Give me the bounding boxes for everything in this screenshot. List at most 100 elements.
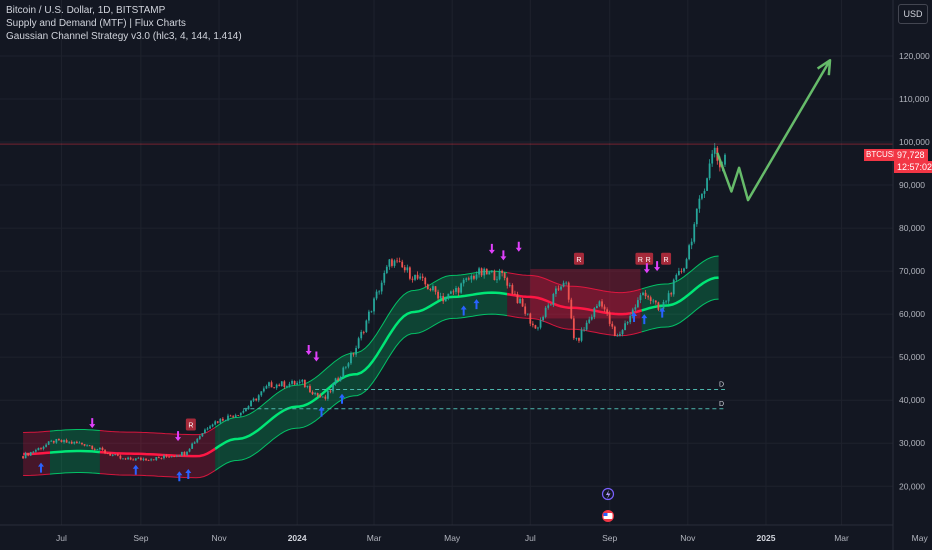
resistance-marker-box bbox=[643, 252, 654, 265]
buy-signal-arrow bbox=[659, 307, 666, 318]
sell-signal-arrow bbox=[175, 431, 182, 442]
sell-signal-arrow bbox=[515, 241, 522, 252]
resistance-marker-label: R bbox=[638, 257, 643, 264]
event-markers bbox=[601, 487, 615, 522]
candle-body bbox=[455, 288, 457, 292]
candle-body bbox=[198, 436, 201, 439]
channel-lower bbox=[99, 469, 216, 479]
candle-body bbox=[321, 396, 324, 398]
candle-body bbox=[373, 298, 375, 312]
candle-body bbox=[460, 283, 463, 293]
time-axis-tick-label: Nov bbox=[680, 533, 696, 543]
candle-body bbox=[360, 331, 363, 339]
buy-signal-arrow bbox=[37, 462, 44, 473]
countdown-tag: 12:57:02 bbox=[894, 161, 932, 173]
candle-body bbox=[642, 292, 644, 296]
candle-body bbox=[616, 335, 619, 337]
candle-body bbox=[265, 386, 268, 389]
legend-indicator-gaussian[interactable]: Gaussian Channel Strategy v3.0 (hlc3, 4,… bbox=[6, 31, 242, 42]
time-axis-tick-label: Jul bbox=[56, 533, 67, 543]
candle-body bbox=[401, 261, 404, 268]
candle-body bbox=[196, 438, 199, 443]
candle-body bbox=[524, 306, 527, 314]
candle-body bbox=[414, 274, 416, 280]
candle-body bbox=[398, 261, 401, 262]
candle-body bbox=[193, 442, 196, 444]
legend-indicator-supply-demand[interactable]: Supply and Demand (MTF) | Flux Charts bbox=[6, 18, 186, 29]
candle-body bbox=[350, 353, 352, 364]
resistance-marker: R bbox=[643, 252, 654, 265]
candle-body bbox=[357, 338, 360, 348]
candle-body bbox=[488, 272, 491, 275]
candle-body bbox=[355, 347, 357, 355]
candle-body bbox=[286, 386, 288, 388]
buy-signal-arrow bbox=[473, 299, 480, 310]
candle-body bbox=[168, 456, 170, 458]
price-axis-tick-label: 60,000 bbox=[899, 309, 925, 319]
candle-body bbox=[608, 313, 611, 324]
candle-body bbox=[342, 367, 345, 377]
buy-signal-arrow bbox=[631, 311, 638, 322]
candles bbox=[22, 143, 726, 462]
price-axis-tick-label: 120,000 bbox=[899, 51, 930, 61]
legend-symbol[interactable]: Bitcoin / U.S. Dollar, 1D, BITSTAMP bbox=[6, 5, 166, 16]
sell-signal-arrow bbox=[643, 263, 650, 274]
candle-body bbox=[391, 259, 393, 266]
candle-body bbox=[583, 329, 585, 331]
candle-body bbox=[585, 322, 588, 330]
candle-body bbox=[557, 288, 560, 290]
candle-body bbox=[688, 245, 691, 260]
price-axis-tick-label: 50,000 bbox=[899, 352, 925, 362]
candle-body bbox=[606, 309, 609, 314]
candle-body bbox=[219, 418, 222, 423]
candle-body bbox=[552, 293, 555, 305]
candle-body bbox=[311, 392, 314, 395]
candle-body bbox=[114, 454, 117, 456]
candle-body bbox=[588, 319, 591, 323]
candle-body bbox=[139, 457, 142, 460]
time-axis-tick-label: Jul bbox=[525, 533, 536, 543]
candle-body bbox=[603, 306, 606, 310]
candle-body bbox=[78, 442, 81, 444]
candle-body bbox=[288, 383, 291, 387]
candle-body bbox=[621, 330, 624, 335]
candle-body bbox=[572, 318, 575, 339]
price-axis-tick-label: 90,000 bbox=[899, 180, 925, 190]
candle-body bbox=[81, 442, 83, 445]
candle-body bbox=[542, 316, 545, 321]
candle-body bbox=[275, 384, 278, 388]
candle-body bbox=[434, 286, 437, 292]
candle-body bbox=[175, 455, 178, 457]
candle-body bbox=[339, 376, 342, 381]
candle-body bbox=[575, 337, 578, 339]
candle-body bbox=[137, 457, 140, 459]
price-axis-background bbox=[893, 0, 932, 550]
candle-body bbox=[718, 160, 721, 168]
candle-body bbox=[124, 458, 127, 460]
candle-body bbox=[432, 286, 434, 291]
candle-body bbox=[685, 259, 688, 269]
candle-body bbox=[537, 327, 539, 329]
candle-body bbox=[344, 366, 347, 368]
candle-body bbox=[234, 415, 237, 418]
candle-body bbox=[99, 447, 101, 450]
buy-signal-arrow bbox=[185, 469, 192, 480]
candle-body bbox=[86, 445, 89, 447]
candle-body bbox=[163, 455, 165, 459]
last-price-tag: 97,728 bbox=[894, 149, 928, 161]
candle-body bbox=[209, 426, 211, 429]
sell-signal-arrow bbox=[500, 250, 507, 261]
candle-body bbox=[132, 459, 135, 461]
grid-lines bbox=[0, 0, 921, 525]
candle-body bbox=[150, 459, 153, 461]
trade-signals bbox=[37, 241, 666, 482]
candle-body bbox=[634, 307, 637, 310]
currency-button[interactable]: USD bbox=[898, 4, 928, 24]
candle-body bbox=[578, 337, 580, 341]
candle-body bbox=[626, 322, 629, 324]
candle-body bbox=[449, 291, 452, 294]
candle-body bbox=[178, 455, 181, 457]
candle-body bbox=[555, 288, 557, 294]
